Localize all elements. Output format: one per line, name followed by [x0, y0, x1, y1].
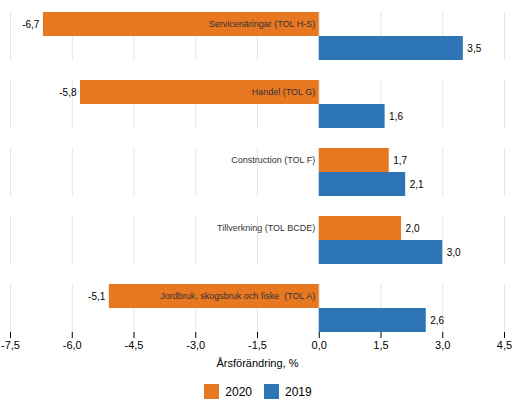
- svg-text:4,5: 4,5: [497, 339, 512, 351]
- svg-text:Construction (TOL F): Construction (TOL F): [231, 155, 315, 165]
- svg-text:Tillverkning (TOL BCDE): Tillverkning (TOL BCDE): [217, 223, 315, 233]
- svg-text:2,6: 2,6: [430, 315, 444, 326]
- svg-text:3,5: 3,5: [467, 43, 481, 54]
- svg-text:1,7: 1,7: [393, 155, 407, 166]
- svg-text:-6,0: -6,0: [63, 339, 82, 351]
- svg-text:3,0: 3,0: [435, 339, 450, 351]
- html-text:2020: 2020: [225, 384, 252, 399]
- svg-text:Årsförändring, %: Årsförändring, %: [217, 357, 299, 369]
- svg-text:-1,5: -1,5: [248, 339, 267, 351]
- svg-text:-4,5: -4,5: [125, 339, 144, 351]
- svg-text:Jordbruk, skogsbruk och fiske: Jordbruk, skogsbruk och fiske (TOL A): [160, 291, 315, 301]
- svg-text:2,1: 2,1: [410, 179, 424, 190]
- svg-text:3,0: 3,0: [447, 247, 461, 258]
- svg-text:0,0: 0,0: [312, 339, 327, 351]
- svg-text:Handel (TOL G): Handel (TOL G): [252, 87, 316, 97]
- svg-text:-3,0: -3,0: [186, 339, 205, 351]
- svg-text:2,0: 2,0: [406, 223, 420, 234]
- svg-text:1,5: 1,5: [373, 339, 388, 351]
- html-text:2019: 2019: [285, 384, 312, 399]
- svg-text:-5,8: -5,8: [59, 87, 77, 98]
- svg-text:-6,7: -6,7: [22, 19, 40, 30]
- svg-text:1,6: 1,6: [389, 111, 403, 122]
- svg-text:-7,5: -7,5: [1, 339, 20, 351]
- svg-text:-5,1: -5,1: [88, 291, 106, 302]
- svg-text:Servicenäringar (TOL H-S): Servicenäringar (TOL H-S): [209, 19, 316, 29]
